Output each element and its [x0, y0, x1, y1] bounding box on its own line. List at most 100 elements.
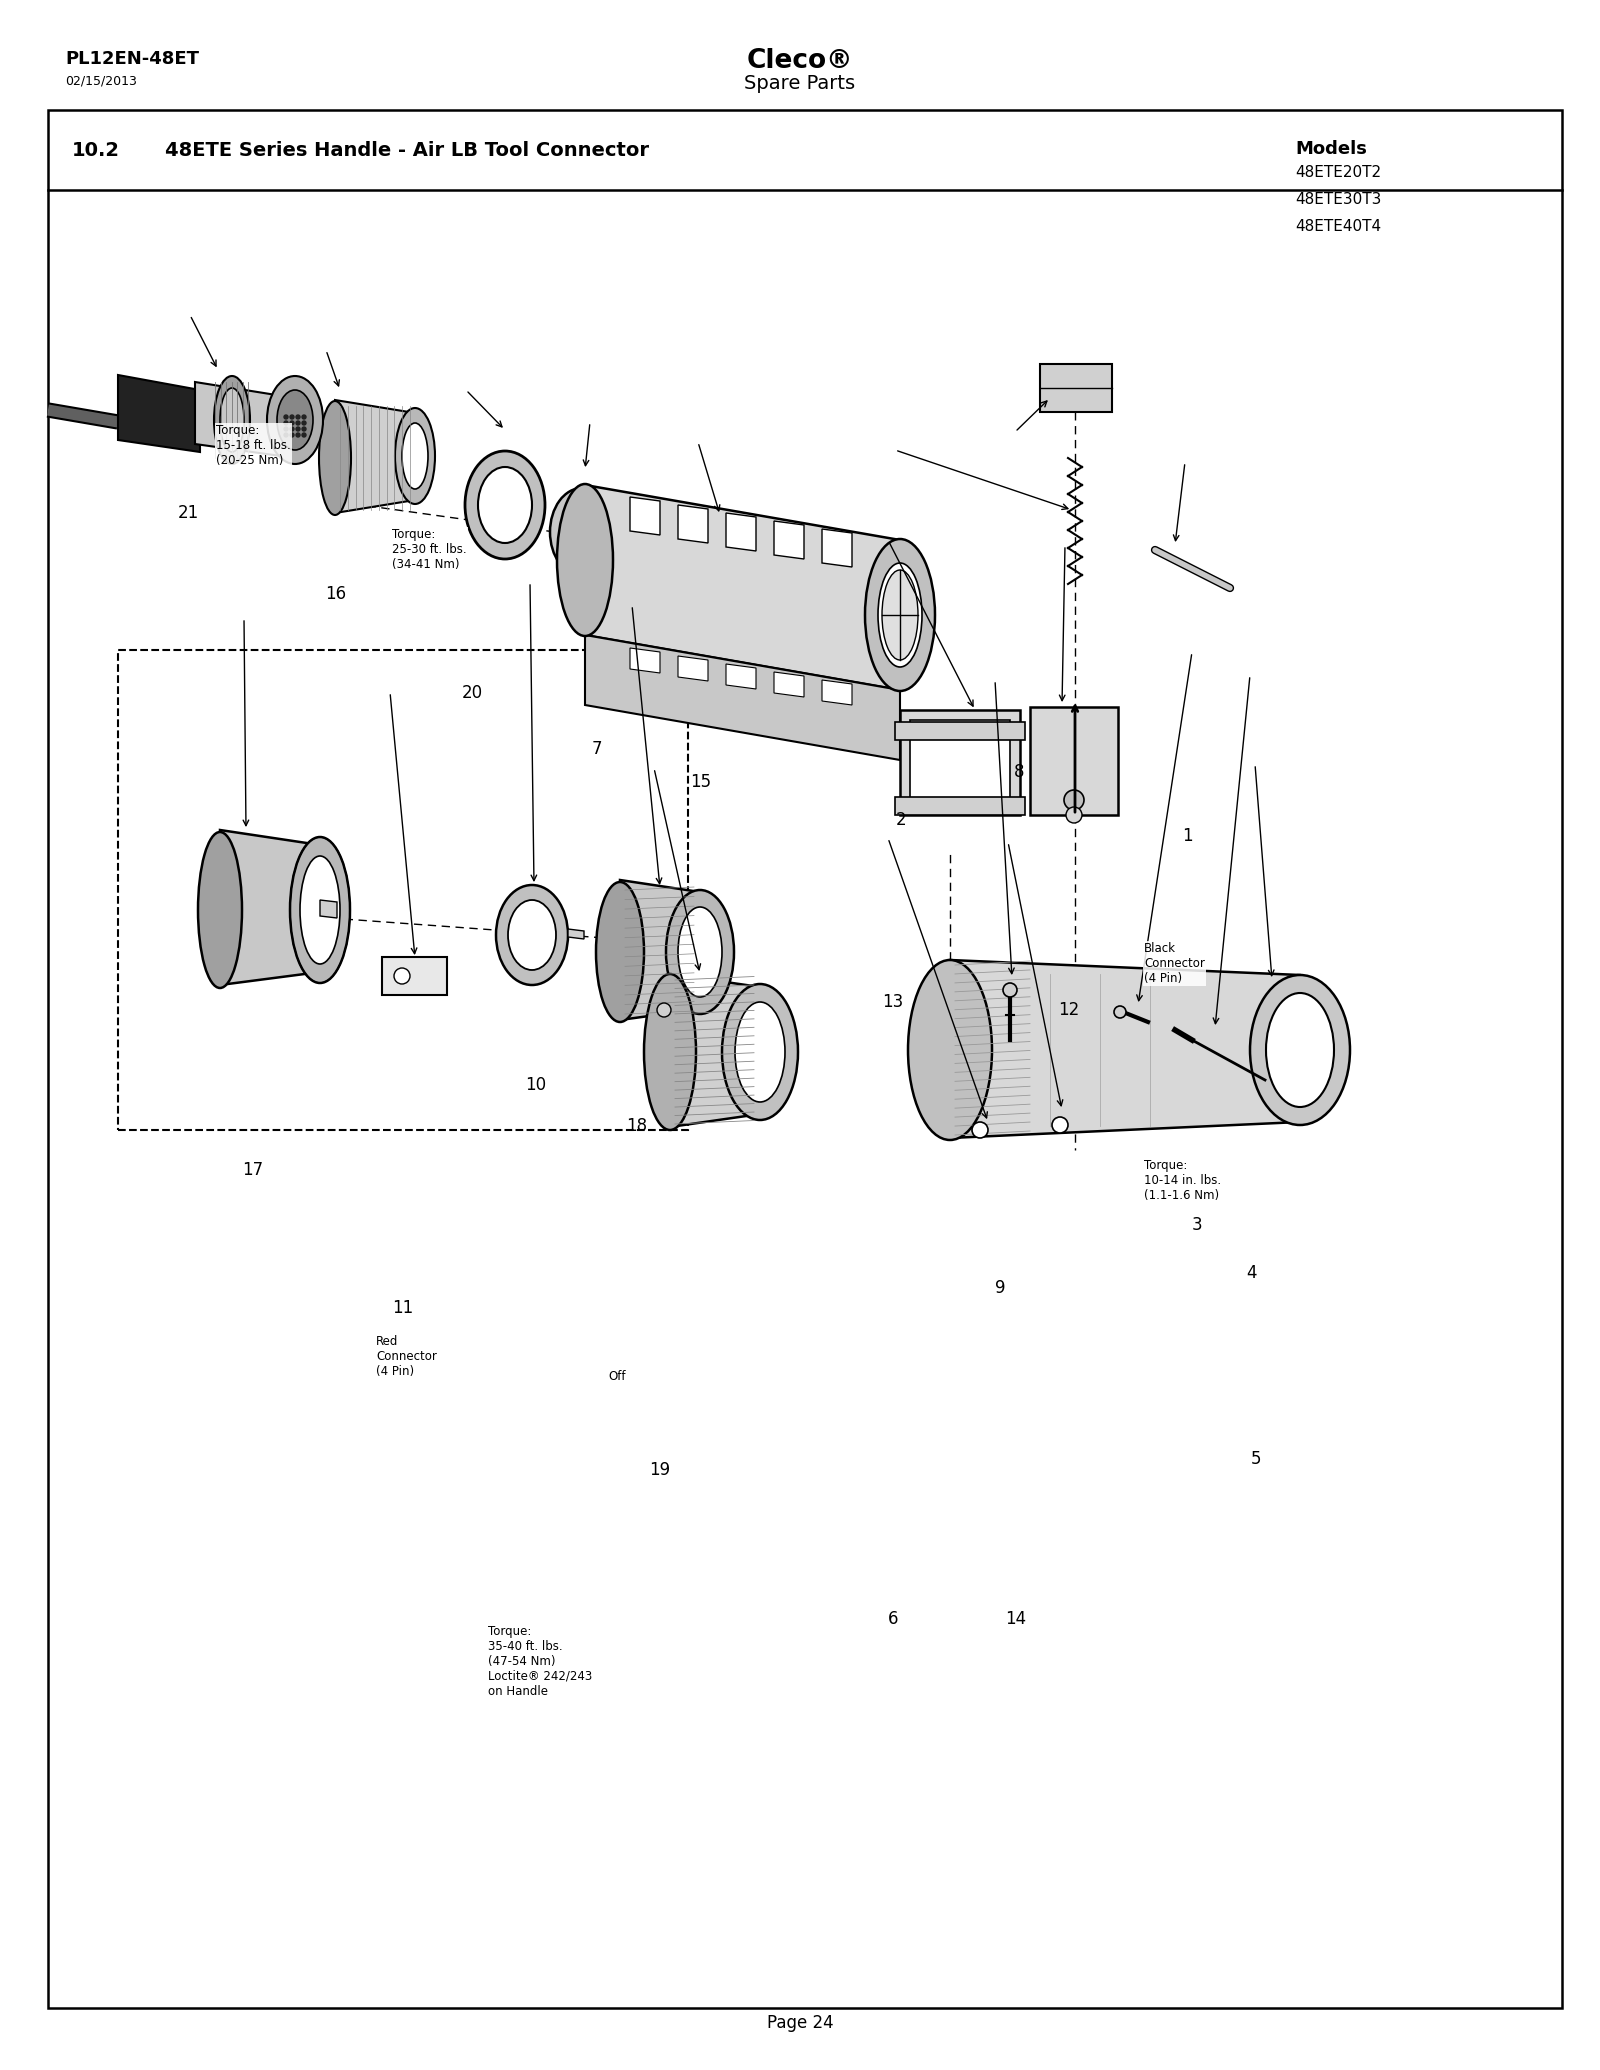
Ellipse shape [666, 890, 734, 1014]
Bar [894, 797, 1026, 816]
Text: 17: 17 [242, 1161, 264, 1178]
Ellipse shape [734, 1002, 786, 1101]
Bar [894, 722, 1026, 739]
Circle shape [302, 420, 306, 424]
Text: 7: 7 [592, 741, 602, 758]
Polygon shape [726, 513, 757, 551]
Text: 10.2: 10.2 [72, 141, 120, 159]
Ellipse shape [722, 983, 798, 1120]
Text: 3: 3 [1192, 1217, 1202, 1234]
Text: 48ETE30T3: 48ETE30T3 [1294, 193, 1381, 207]
Polygon shape [822, 681, 851, 706]
Circle shape [1053, 1118, 1069, 1132]
Ellipse shape [643, 975, 696, 1130]
Text: 14: 14 [1005, 1610, 1027, 1627]
Ellipse shape [277, 389, 314, 449]
Ellipse shape [478, 468, 531, 542]
Text: 11: 11 [392, 1300, 414, 1317]
Text: Cleco®: Cleco® [747, 48, 853, 75]
Bar [910, 720, 1010, 805]
Ellipse shape [550, 489, 614, 575]
Circle shape [1064, 791, 1085, 809]
Ellipse shape [214, 377, 250, 464]
Text: 12: 12 [1058, 1002, 1080, 1018]
Text: Torque:
25-30 ft. lbs.
(34-41 Nm): Torque: 25-30 ft. lbs. (34-41 Nm) [392, 528, 467, 571]
Circle shape [1003, 983, 1018, 998]
Ellipse shape [198, 832, 242, 987]
Text: 02/15/2013: 02/15/2013 [66, 75, 138, 89]
Bar [382, 956, 446, 996]
Text: 5: 5 [1251, 1451, 1261, 1468]
Text: PL12EN-48ET: PL12EN-48ET [66, 50, 198, 68]
Polygon shape [320, 900, 338, 917]
Polygon shape [774, 673, 805, 698]
Text: Torque:
10-14 in. lbs.
(1.1-1.6 Nm): Torque: 10-14 in. lbs. (1.1-1.6 Nm) [1144, 1159, 1221, 1203]
Ellipse shape [267, 377, 323, 464]
Polygon shape [950, 960, 1299, 1138]
Ellipse shape [595, 882, 643, 1023]
Text: 48ETE Series Handle - Air LB Tool Connector: 48ETE Series Handle - Air LB Tool Connec… [165, 141, 650, 159]
Circle shape [285, 426, 288, 431]
Circle shape [285, 420, 288, 424]
Polygon shape [621, 880, 701, 1021]
Text: Torque:
35-40 ft. lbs.
(47-54 Nm)
Loctite® 242/243
on Handle: Torque: 35-40 ft. lbs. (47-54 Nm) Loctit… [488, 1625, 592, 1697]
Circle shape [658, 1004, 670, 1016]
Polygon shape [195, 383, 294, 457]
Ellipse shape [882, 569, 918, 660]
Bar [899, 710, 1021, 816]
Ellipse shape [557, 484, 613, 635]
Bar [118, 650, 688, 1130]
Ellipse shape [466, 451, 546, 559]
Polygon shape [726, 664, 757, 689]
Polygon shape [118, 375, 200, 451]
Polygon shape [678, 656, 707, 681]
Bar [1030, 708, 1118, 816]
Ellipse shape [878, 563, 922, 667]
Text: 48ETE20T2: 48ETE20T2 [1294, 166, 1381, 180]
Ellipse shape [395, 408, 435, 503]
Ellipse shape [1250, 975, 1350, 1124]
Polygon shape [630, 497, 661, 534]
Text: 48ETE40T4: 48ETE40T4 [1294, 219, 1381, 234]
Text: 21: 21 [178, 505, 200, 522]
Polygon shape [630, 648, 661, 673]
Ellipse shape [562, 503, 603, 561]
Text: 8: 8 [1014, 764, 1024, 780]
Ellipse shape [290, 836, 350, 983]
Circle shape [302, 433, 306, 437]
Text: 4: 4 [1246, 1265, 1256, 1281]
Circle shape [394, 969, 410, 983]
Polygon shape [670, 975, 760, 1126]
Text: Spare Parts: Spare Parts [744, 75, 856, 93]
Circle shape [290, 433, 294, 437]
Text: 13: 13 [882, 994, 904, 1010]
Bar [1040, 364, 1112, 412]
Polygon shape [774, 522, 805, 559]
Polygon shape [221, 830, 320, 985]
Polygon shape [586, 484, 899, 689]
Ellipse shape [909, 960, 992, 1141]
Circle shape [296, 414, 301, 418]
Text: Off: Off [608, 1370, 626, 1383]
Text: 20: 20 [461, 685, 483, 702]
Text: Red
Connector
(4 Pin): Red Connector (4 Pin) [376, 1335, 437, 1379]
Ellipse shape [402, 422, 429, 489]
Text: 15: 15 [690, 774, 712, 791]
Ellipse shape [496, 886, 568, 985]
Text: Page 24: Page 24 [766, 2014, 834, 2033]
Ellipse shape [866, 538, 934, 691]
Text: 18: 18 [626, 1118, 648, 1134]
Circle shape [302, 426, 306, 431]
Polygon shape [822, 530, 851, 567]
Text: Torque:
15-18 ft. lbs.
(20-25 Nm): Torque: 15-18 ft. lbs. (20-25 Nm) [216, 424, 291, 468]
Text: 1: 1 [1182, 828, 1192, 845]
Text: 16: 16 [325, 586, 347, 602]
Ellipse shape [318, 402, 350, 515]
Circle shape [296, 433, 301, 437]
Circle shape [290, 414, 294, 418]
Circle shape [1114, 1006, 1126, 1018]
Circle shape [285, 433, 288, 437]
Circle shape [302, 414, 306, 418]
Circle shape [285, 414, 288, 418]
Circle shape [290, 426, 294, 431]
